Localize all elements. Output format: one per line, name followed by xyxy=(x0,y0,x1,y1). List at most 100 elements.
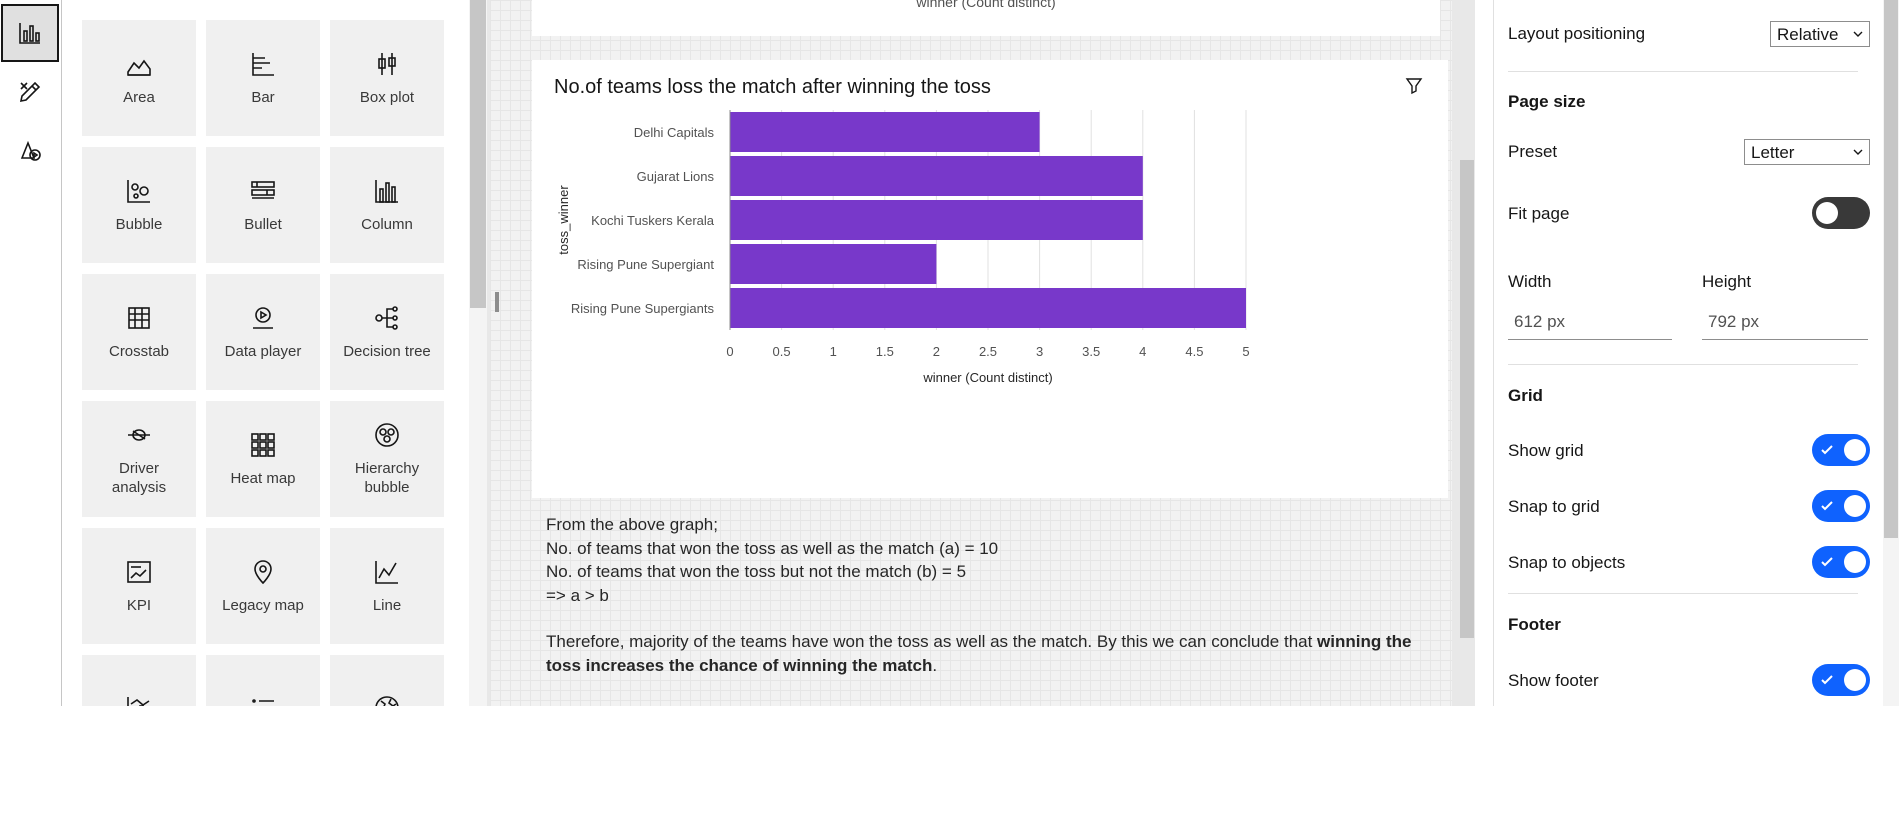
x-tick-label: 4.5 xyxy=(1185,344,1203,359)
canvas-scrollbar[interactable] xyxy=(1459,0,1475,706)
text-line: From the above graph; xyxy=(546,515,718,534)
bar-chart: 0 0.5 1 1.5 2 2.5 3 3.5 4 4.5 5 Delhi Capitals Gujar… xyxy=(556,110,1250,385)
x-tick-label: 1 xyxy=(830,344,837,359)
viz-tile-bullet[interactable]: Bullet xyxy=(206,147,320,263)
properties-icon xyxy=(20,140,41,161)
scrollbar-thumb[interactable] xyxy=(1460,160,1474,638)
y-category-label: Gujarat Lions xyxy=(637,169,715,184)
viz-tile-decision-tree[interactable]: Decision tree xyxy=(330,274,444,390)
viz-tile-bubble[interactable]: Bubble xyxy=(82,147,196,263)
viz-tile-area[interactable]: Area xyxy=(82,20,196,136)
viz-tile-label: Column xyxy=(361,215,413,233)
chevron-down-icon xyxy=(1853,31,1863,37)
toggle-knob xyxy=(1844,551,1866,573)
viz-tile-label: Bubble xyxy=(115,215,163,233)
left-icon-rail xyxy=(0,0,62,706)
properties-panel: Layout positioning Relative Page size Pr… xyxy=(1493,0,1884,706)
chart-title: No.of teams loss the match after winning… xyxy=(554,76,991,98)
layout-positioning-value: Relative xyxy=(1777,25,1839,44)
scrollbar-thumb[interactable] xyxy=(1884,0,1898,538)
x-tick-label: 3 xyxy=(1036,344,1043,359)
viz-panel-scrollbar[interactable] xyxy=(469,0,487,706)
viz-tile-bar[interactable]: Bar xyxy=(206,20,320,136)
viz-tile-label: Decision tree xyxy=(343,342,431,360)
previous-chart-axis-label: winner (Count distinct) xyxy=(916,0,1056,10)
bullet-chart-icon xyxy=(251,180,275,199)
x-tick-label: 4 xyxy=(1139,344,1146,359)
bar xyxy=(730,244,937,284)
preset-label: Preset xyxy=(1508,142,1558,161)
viz-tile-crosstab[interactable]: Crosstab xyxy=(82,274,196,390)
text-line: No. of teams that won the toss but not t… xyxy=(546,562,967,581)
layout-positioning-select[interactable]: Relative xyxy=(1770,21,1870,47)
preset-select[interactable]: Letter xyxy=(1744,139,1870,165)
text-box[interactable]: From the above graph; No. of teams that … xyxy=(532,498,1448,706)
data-player-icon xyxy=(253,306,273,329)
area-chart-icon xyxy=(127,59,151,76)
viz-tile-line[interactable]: Line xyxy=(330,528,444,644)
conclusion-text: Therefore, majority of the teams have wo… xyxy=(532,630,1448,677)
viz-tile-list[interactable] xyxy=(206,655,320,706)
previous-chart-card[interactable]: winner (Count distinct) xyxy=(532,0,1440,36)
text-line: => a > b xyxy=(546,585,609,605)
snap-to-objects-toggle[interactable] xyxy=(1812,546,1870,578)
width-field[interactable]: 612 px xyxy=(1508,302,1672,340)
x-tick-label: 0 xyxy=(726,344,733,359)
y-category-label: Kochi Tuskers Kerala xyxy=(591,213,715,228)
layout-positioning-label: Layout positioning xyxy=(1508,24,1646,43)
scrollbar-thumb[interactable] xyxy=(470,0,486,308)
viz-tile-map[interactable] xyxy=(330,655,444,706)
kpi-icon xyxy=(127,560,151,583)
height-field[interactable]: 792 px xyxy=(1702,302,1868,340)
snap-to-grid-toggle[interactable] xyxy=(1812,490,1870,522)
viz-tile-hierarchy-bubble[interactable]: Hierarchy bubble xyxy=(330,401,444,517)
y-category-label: Rising Pune Supergiant xyxy=(577,257,714,272)
y-category-label: Rising Pune Supergiants xyxy=(571,301,715,316)
filter-icon[interactable] xyxy=(1404,76,1424,96)
report-canvas: winner (Count distinct) No.of teams loss… xyxy=(487,0,1475,706)
viz-tile-legacy-map[interactable]: Legacy map xyxy=(206,528,320,644)
toggle-knob xyxy=(1844,495,1866,517)
properties-tab[interactable] xyxy=(1,122,59,180)
format-icon xyxy=(19,81,41,103)
visualization-panel: Area Bar Box plot Bubble Bullet Column Crossta… xyxy=(62,0,469,706)
viz-tile-label: Box plot xyxy=(359,88,415,106)
snap-to-grid-label: Snap to grid xyxy=(1508,497,1600,516)
show-footer-toggle[interactable] xyxy=(1812,664,1870,696)
properties-scrollbar[interactable] xyxy=(1883,0,1899,706)
visualizations-tab[interactable] xyxy=(1,4,59,62)
viz-tile-box-plot[interactable]: Box plot xyxy=(330,20,444,136)
driver-analysis-icon xyxy=(128,429,150,441)
bar xyxy=(730,156,1143,196)
bar-chart-card[interactable]: No.of teams loss the match after winning… xyxy=(532,60,1448,498)
viz-tile-line-column[interactable] xyxy=(82,655,196,706)
bar xyxy=(730,112,1040,152)
x-tick-label: 3.5 xyxy=(1082,344,1100,359)
conclusion-end: . xyxy=(932,655,938,675)
viz-tile-label: KPI xyxy=(126,596,152,614)
legacy-map-icon xyxy=(254,559,272,584)
format-tab[interactable] xyxy=(1,63,59,121)
x-tick-label: 2 xyxy=(933,344,940,359)
visualization-grid: Area Bar Box plot Bubble Bullet Column Crossta… xyxy=(82,20,444,706)
grid-title: Grid xyxy=(1508,386,1543,405)
viz-tile-column[interactable]: Column xyxy=(330,147,444,263)
viz-tile-data-player[interactable]: Data player xyxy=(206,274,320,390)
toggle-knob xyxy=(1844,439,1866,461)
resize-handle[interactable] xyxy=(495,292,499,312)
x-axis-title: winner (Count distinct) xyxy=(922,370,1052,385)
map-icon xyxy=(375,696,399,706)
crosstab-icon xyxy=(128,306,150,329)
viz-tile-label: Hierarchy bubble xyxy=(354,460,420,496)
viz-tile-kpi[interactable]: KPI xyxy=(82,528,196,644)
show-grid-toggle[interactable] xyxy=(1812,434,1870,466)
conclusion-plain: Therefore, majority of the teams have wo… xyxy=(546,632,1318,651)
width-label: Width xyxy=(1508,272,1552,291)
fit-page-toggle[interactable] xyxy=(1812,197,1870,229)
divider xyxy=(1508,593,1858,594)
viz-tile-heat-map[interactable]: Heat map xyxy=(206,401,320,517)
column-chart-icon xyxy=(375,179,398,203)
bubble-chart-icon xyxy=(127,179,150,203)
viz-tile-driver-analysis[interactable]: Driver analysis xyxy=(82,401,196,517)
page-size-title: Page size xyxy=(1508,92,1586,111)
